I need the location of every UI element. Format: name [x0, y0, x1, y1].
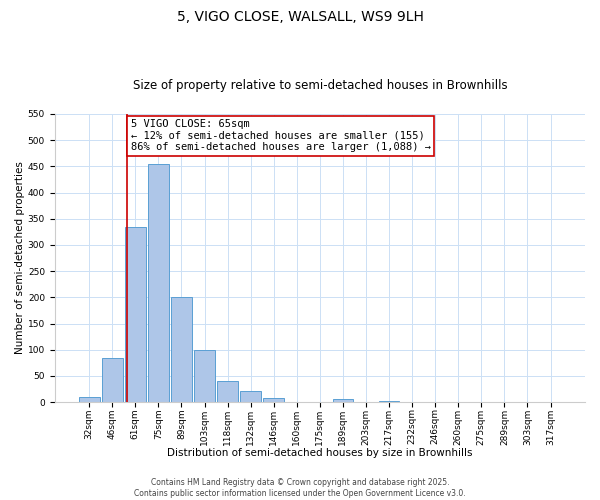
- Bar: [125, 226, 146, 402]
- Text: 5, VIGO CLOSE, WALSALL, WS9 9LH: 5, VIGO CLOSE, WALSALL, WS9 9LH: [176, 10, 424, 24]
- Bar: [79, 397, 100, 402]
- Title: Size of property relative to semi-detached houses in Brownhills: Size of property relative to semi-detach…: [133, 79, 507, 92]
- Bar: [241, 390, 261, 402]
- Bar: [332, 400, 353, 402]
- Bar: [217, 381, 238, 402]
- Bar: [379, 400, 400, 402]
- Text: 5 VIGO CLOSE: 65sqm
← 12% of semi-detached houses are smaller (155)
86% of semi-: 5 VIGO CLOSE: 65sqm ← 12% of semi-detach…: [131, 119, 431, 152]
- Text: Contains HM Land Registry data © Crown copyright and database right 2025.
Contai: Contains HM Land Registry data © Crown c…: [134, 478, 466, 498]
- Bar: [171, 298, 192, 402]
- Bar: [194, 350, 215, 402]
- Bar: [148, 164, 169, 402]
- Bar: [263, 398, 284, 402]
- Y-axis label: Number of semi-detached properties: Number of semi-detached properties: [15, 162, 25, 354]
- X-axis label: Distribution of semi-detached houses by size in Brownhills: Distribution of semi-detached houses by …: [167, 448, 473, 458]
- Bar: [102, 358, 122, 402]
